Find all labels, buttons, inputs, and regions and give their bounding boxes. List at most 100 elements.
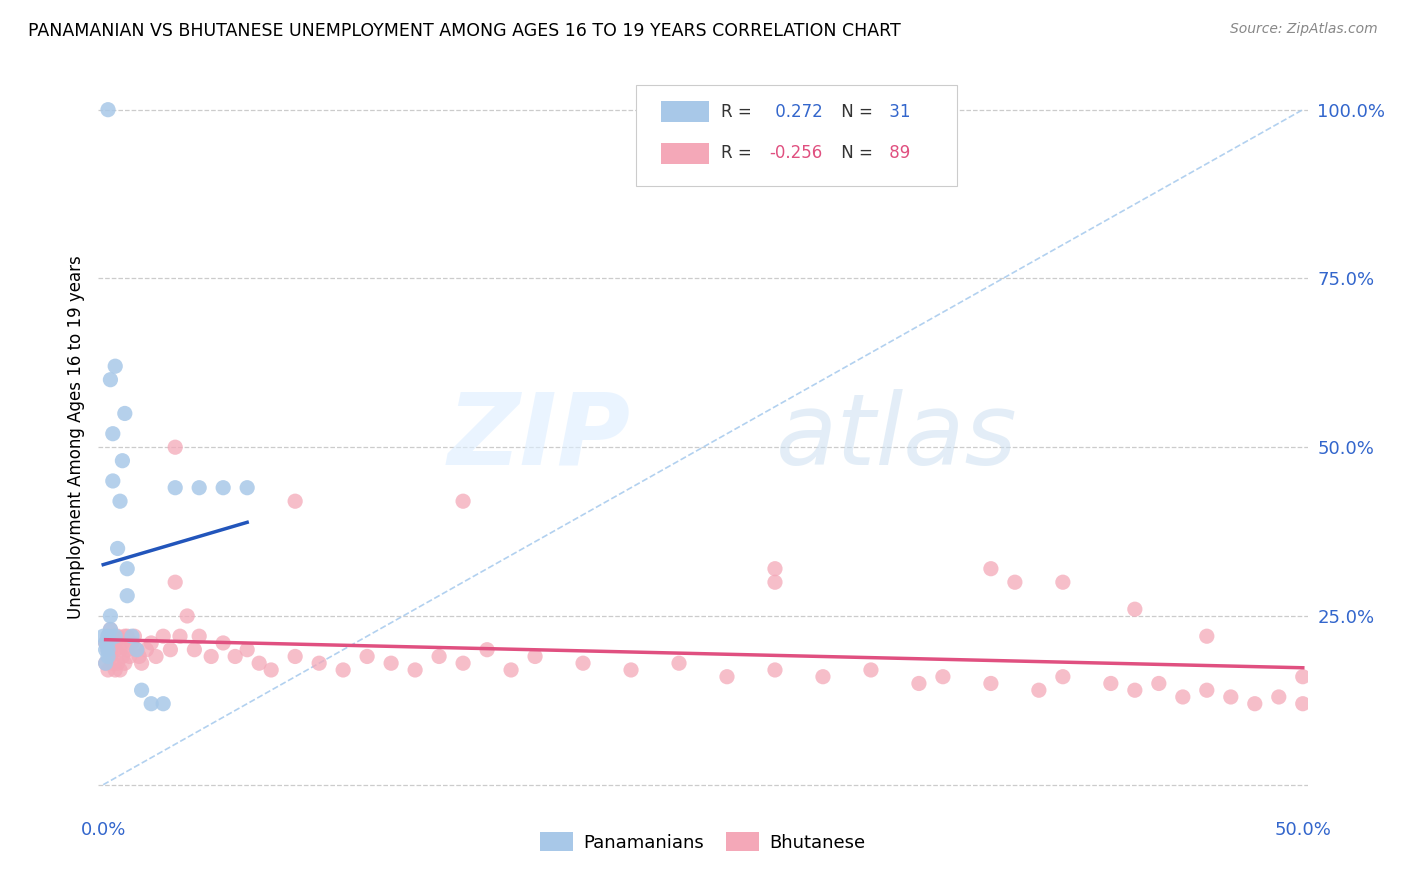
Point: [224, 649, 246, 664]
FancyBboxPatch shape: [637, 85, 957, 186]
Point: [1292, 670, 1315, 684]
Point: [1292, 697, 1315, 711]
Point: [1052, 575, 1074, 590]
Point: [104, 663, 127, 677]
Y-axis label: Unemployment Among Ages 16 to 19 years: Unemployment Among Ages 16 to 19 years: [66, 255, 84, 619]
Point: [356, 649, 378, 664]
Point: [115, 642, 138, 657]
Point: [980, 562, 1002, 576]
Point: [165, 575, 187, 590]
Point: [859, 663, 882, 677]
Point: [763, 575, 786, 590]
Point: [176, 609, 198, 624]
Point: [101, 636, 124, 650]
Point: [100, 623, 122, 637]
Point: [115, 589, 138, 603]
Point: [131, 683, 153, 698]
Text: Source: ZipAtlas.com: Source: ZipAtlas.com: [1230, 22, 1378, 37]
Text: 31: 31: [884, 103, 911, 121]
Point: [1195, 683, 1218, 698]
Point: [100, 373, 122, 387]
Point: [165, 481, 187, 495]
Point: [308, 657, 330, 671]
Point: [91, 629, 114, 643]
Point: [332, 663, 354, 677]
Point: [1243, 697, 1265, 711]
Point: [115, 629, 138, 643]
FancyBboxPatch shape: [661, 102, 709, 122]
Point: [451, 657, 474, 671]
Point: [131, 657, 153, 671]
Point: [115, 562, 138, 576]
Point: [1052, 670, 1074, 684]
Point: [1099, 676, 1122, 690]
Point: [111, 453, 134, 467]
Point: [114, 629, 136, 643]
Point: [932, 670, 955, 684]
Point: [152, 697, 174, 711]
Point: [104, 629, 127, 643]
Point: [1123, 602, 1146, 616]
Point: [620, 663, 643, 677]
Point: [97, 663, 120, 677]
Point: [101, 474, 124, 488]
Point: [212, 481, 235, 495]
Point: [427, 649, 450, 664]
Point: [716, 670, 738, 684]
Point: [108, 642, 131, 657]
Point: [1268, 690, 1291, 704]
Point: [159, 642, 181, 657]
Point: [114, 407, 136, 421]
Point: [1147, 676, 1170, 690]
Point: [763, 663, 786, 677]
Point: [94, 636, 117, 650]
Point: [260, 663, 283, 677]
Text: R =: R =: [721, 145, 758, 162]
Point: [101, 629, 124, 643]
Text: PANAMANIAN VS BHUTANESE UNEMPLOYMENT AMONG AGES 16 TO 19 YEARS CORRELATION CHART: PANAMANIAN VS BHUTANESE UNEMPLOYMENT AMO…: [28, 22, 901, 40]
Point: [108, 663, 131, 677]
Text: atlas: atlas: [776, 389, 1017, 485]
Point: [811, 670, 834, 684]
Text: N =: N =: [837, 145, 879, 162]
Point: [111, 649, 134, 664]
Point: [404, 663, 426, 677]
Point: [101, 657, 124, 671]
Point: [121, 636, 143, 650]
Point: [1123, 683, 1146, 698]
Point: [451, 494, 474, 508]
Point: [97, 629, 120, 643]
Point: [524, 649, 547, 664]
Point: [107, 629, 129, 643]
Point: [212, 636, 235, 650]
Point: [380, 657, 402, 671]
Point: [499, 663, 522, 677]
Point: [94, 657, 117, 671]
Point: [169, 629, 191, 643]
Point: [763, 562, 786, 576]
Point: [97, 642, 120, 657]
Legend: Panamanians, Bhutanese: Panamanians, Bhutanese: [533, 824, 873, 859]
Point: [104, 636, 127, 650]
Point: [183, 642, 205, 657]
Point: [100, 623, 122, 637]
Point: [572, 657, 595, 671]
Point: [1195, 629, 1218, 643]
Point: [94, 642, 117, 657]
Point: [100, 649, 122, 664]
Point: [152, 629, 174, 643]
Point: [94, 657, 117, 671]
Point: [236, 481, 259, 495]
Point: [118, 649, 141, 664]
Point: [125, 642, 148, 657]
Point: [101, 426, 124, 441]
Point: [114, 657, 136, 671]
Point: [1171, 690, 1194, 704]
Text: 0.272: 0.272: [769, 103, 823, 121]
Point: [247, 657, 270, 671]
Point: [284, 494, 307, 508]
Point: [124, 629, 146, 643]
Point: [141, 697, 163, 711]
Point: [188, 481, 211, 495]
Point: [107, 657, 129, 671]
